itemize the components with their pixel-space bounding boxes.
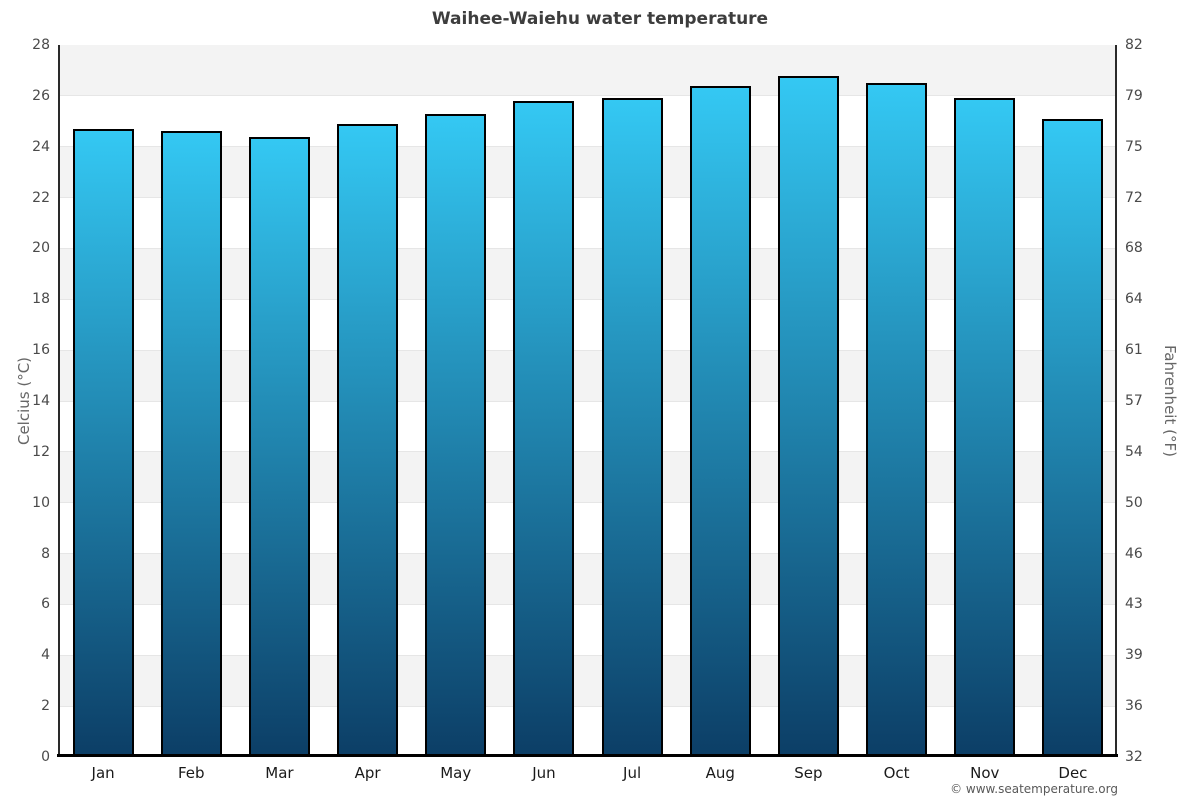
y-axis-title-celsius: Celcius (°C)	[15, 356, 33, 446]
bar-jun	[513, 100, 575, 757]
plot-band	[59, 604, 1117, 656]
plot-band	[59, 146, 1117, 198]
x-label-oct: Oct	[883, 764, 910, 782]
gridline	[59, 603, 1117, 605]
y-tick-f-61: 61	[1125, 342, 1143, 359]
y-axis-title-fahrenheit: Fahrenheit (°F)	[1161, 345, 1179, 457]
plot-band	[59, 45, 1117, 96]
y-tick-f-57: 57	[1125, 393, 1143, 409]
gridline	[59, 705, 1117, 707]
y-axis-line-right	[1115, 45, 1117, 757]
copyright-text: © www.seatemperature.org	[950, 782, 1118, 796]
gridline	[59, 247, 1117, 249]
plot-band	[59, 197, 1117, 249]
gridline	[59, 298, 1117, 300]
x-label-jul: Jul	[623, 764, 642, 782]
bar-jan	[72, 128, 134, 757]
plot-band	[59, 299, 1117, 351]
y-tick-f-50: 50	[1125, 494, 1143, 511]
y-tick-c-22: 22	[32, 189, 50, 206]
y-tick-c-28: 28	[32, 37, 50, 53]
y-tick-f-46: 46	[1125, 545, 1143, 562]
plot-band	[59, 350, 1117, 401]
plot-band	[59, 248, 1117, 300]
y-tick-f-36: 36	[1125, 698, 1143, 715]
y-tick-f-32: 32	[1125, 749, 1143, 765]
bar-dec	[1042, 118, 1104, 757]
bar-aug	[689, 85, 751, 757]
x-label-aug: Aug	[705, 764, 735, 782]
x-label-nov: Nov	[970, 764, 1000, 782]
y-tick-c-24: 24	[32, 138, 50, 155]
y-tick-c-4: 4	[41, 647, 50, 664]
x-label-mar: Mar	[265, 764, 294, 782]
gridline	[59, 451, 1117, 453]
gridline	[59, 95, 1117, 97]
y-axis-line-left	[58, 45, 60, 757]
x-label-apr: Apr	[354, 764, 381, 782]
y-tick-f-54: 54	[1125, 443, 1143, 460]
bar-nov	[954, 98, 1016, 757]
x-label-dec: Dec	[1058, 764, 1088, 782]
gridline	[59, 553, 1117, 555]
bar-jul	[601, 98, 663, 757]
gridline	[59, 502, 1117, 504]
gridline	[59, 146, 1117, 148]
y-tick-c-16: 16	[32, 342, 50, 359]
y-tick-f-82: 82	[1125, 37, 1143, 53]
y-tick-f-39: 39	[1125, 647, 1143, 664]
gridline	[59, 654, 1117, 656]
y-tick-c-18: 18	[32, 291, 50, 308]
y-tick-f-79: 79	[1125, 87, 1143, 104]
x-label-sep: Sep	[794, 764, 823, 782]
plot-band	[59, 655, 1117, 707]
y-tick-f-43: 43	[1125, 596, 1143, 613]
y-tick-c-0: 0	[41, 749, 50, 765]
y-tick-f-64: 64	[1125, 291, 1143, 308]
plot-band	[59, 451, 1117, 503]
y-tick-c-14: 14	[32, 393, 50, 409]
y-tick-c-10: 10	[32, 494, 50, 511]
y-tick-c-2: 2	[41, 698, 50, 715]
y-tick-c-6: 6	[41, 596, 50, 613]
x-label-may: May	[440, 764, 472, 782]
gridline	[59, 400, 1117, 402]
gridline	[59, 349, 1117, 351]
y-tick-c-12: 12	[32, 443, 50, 460]
y-tick-f-75: 75	[1125, 138, 1143, 155]
bar-oct	[866, 83, 928, 757]
y-tick-f-68: 68	[1125, 240, 1143, 257]
gridline	[59, 197, 1117, 199]
y-tick-f-72: 72	[1125, 189, 1143, 206]
y-tick-c-20: 20	[32, 240, 50, 257]
y-tick-c-26: 26	[32, 87, 50, 104]
bar-mar	[248, 136, 310, 757]
plot-band	[59, 401, 1117, 452]
chart-title: Waihee-Waiehu water temperature	[431, 9, 769, 29]
plot-area	[59, 45, 1117, 757]
bar-may	[425, 113, 487, 757]
bar-apr	[337, 123, 399, 757]
x-label-feb: Feb	[177, 764, 205, 782]
x-label-jun: Jun	[532, 764, 556, 782]
plot-band	[59, 553, 1117, 605]
plot-band	[59, 502, 1117, 554]
plot-band	[59, 95, 1117, 147]
y-tick-c-8: 8	[41, 545, 50, 562]
plot-band	[59, 706, 1117, 757]
x-axis-line	[57, 754, 1118, 757]
bar-feb	[160, 131, 222, 757]
x-label-jan: Jan	[91, 764, 115, 782]
bar-sep	[777, 75, 839, 757]
